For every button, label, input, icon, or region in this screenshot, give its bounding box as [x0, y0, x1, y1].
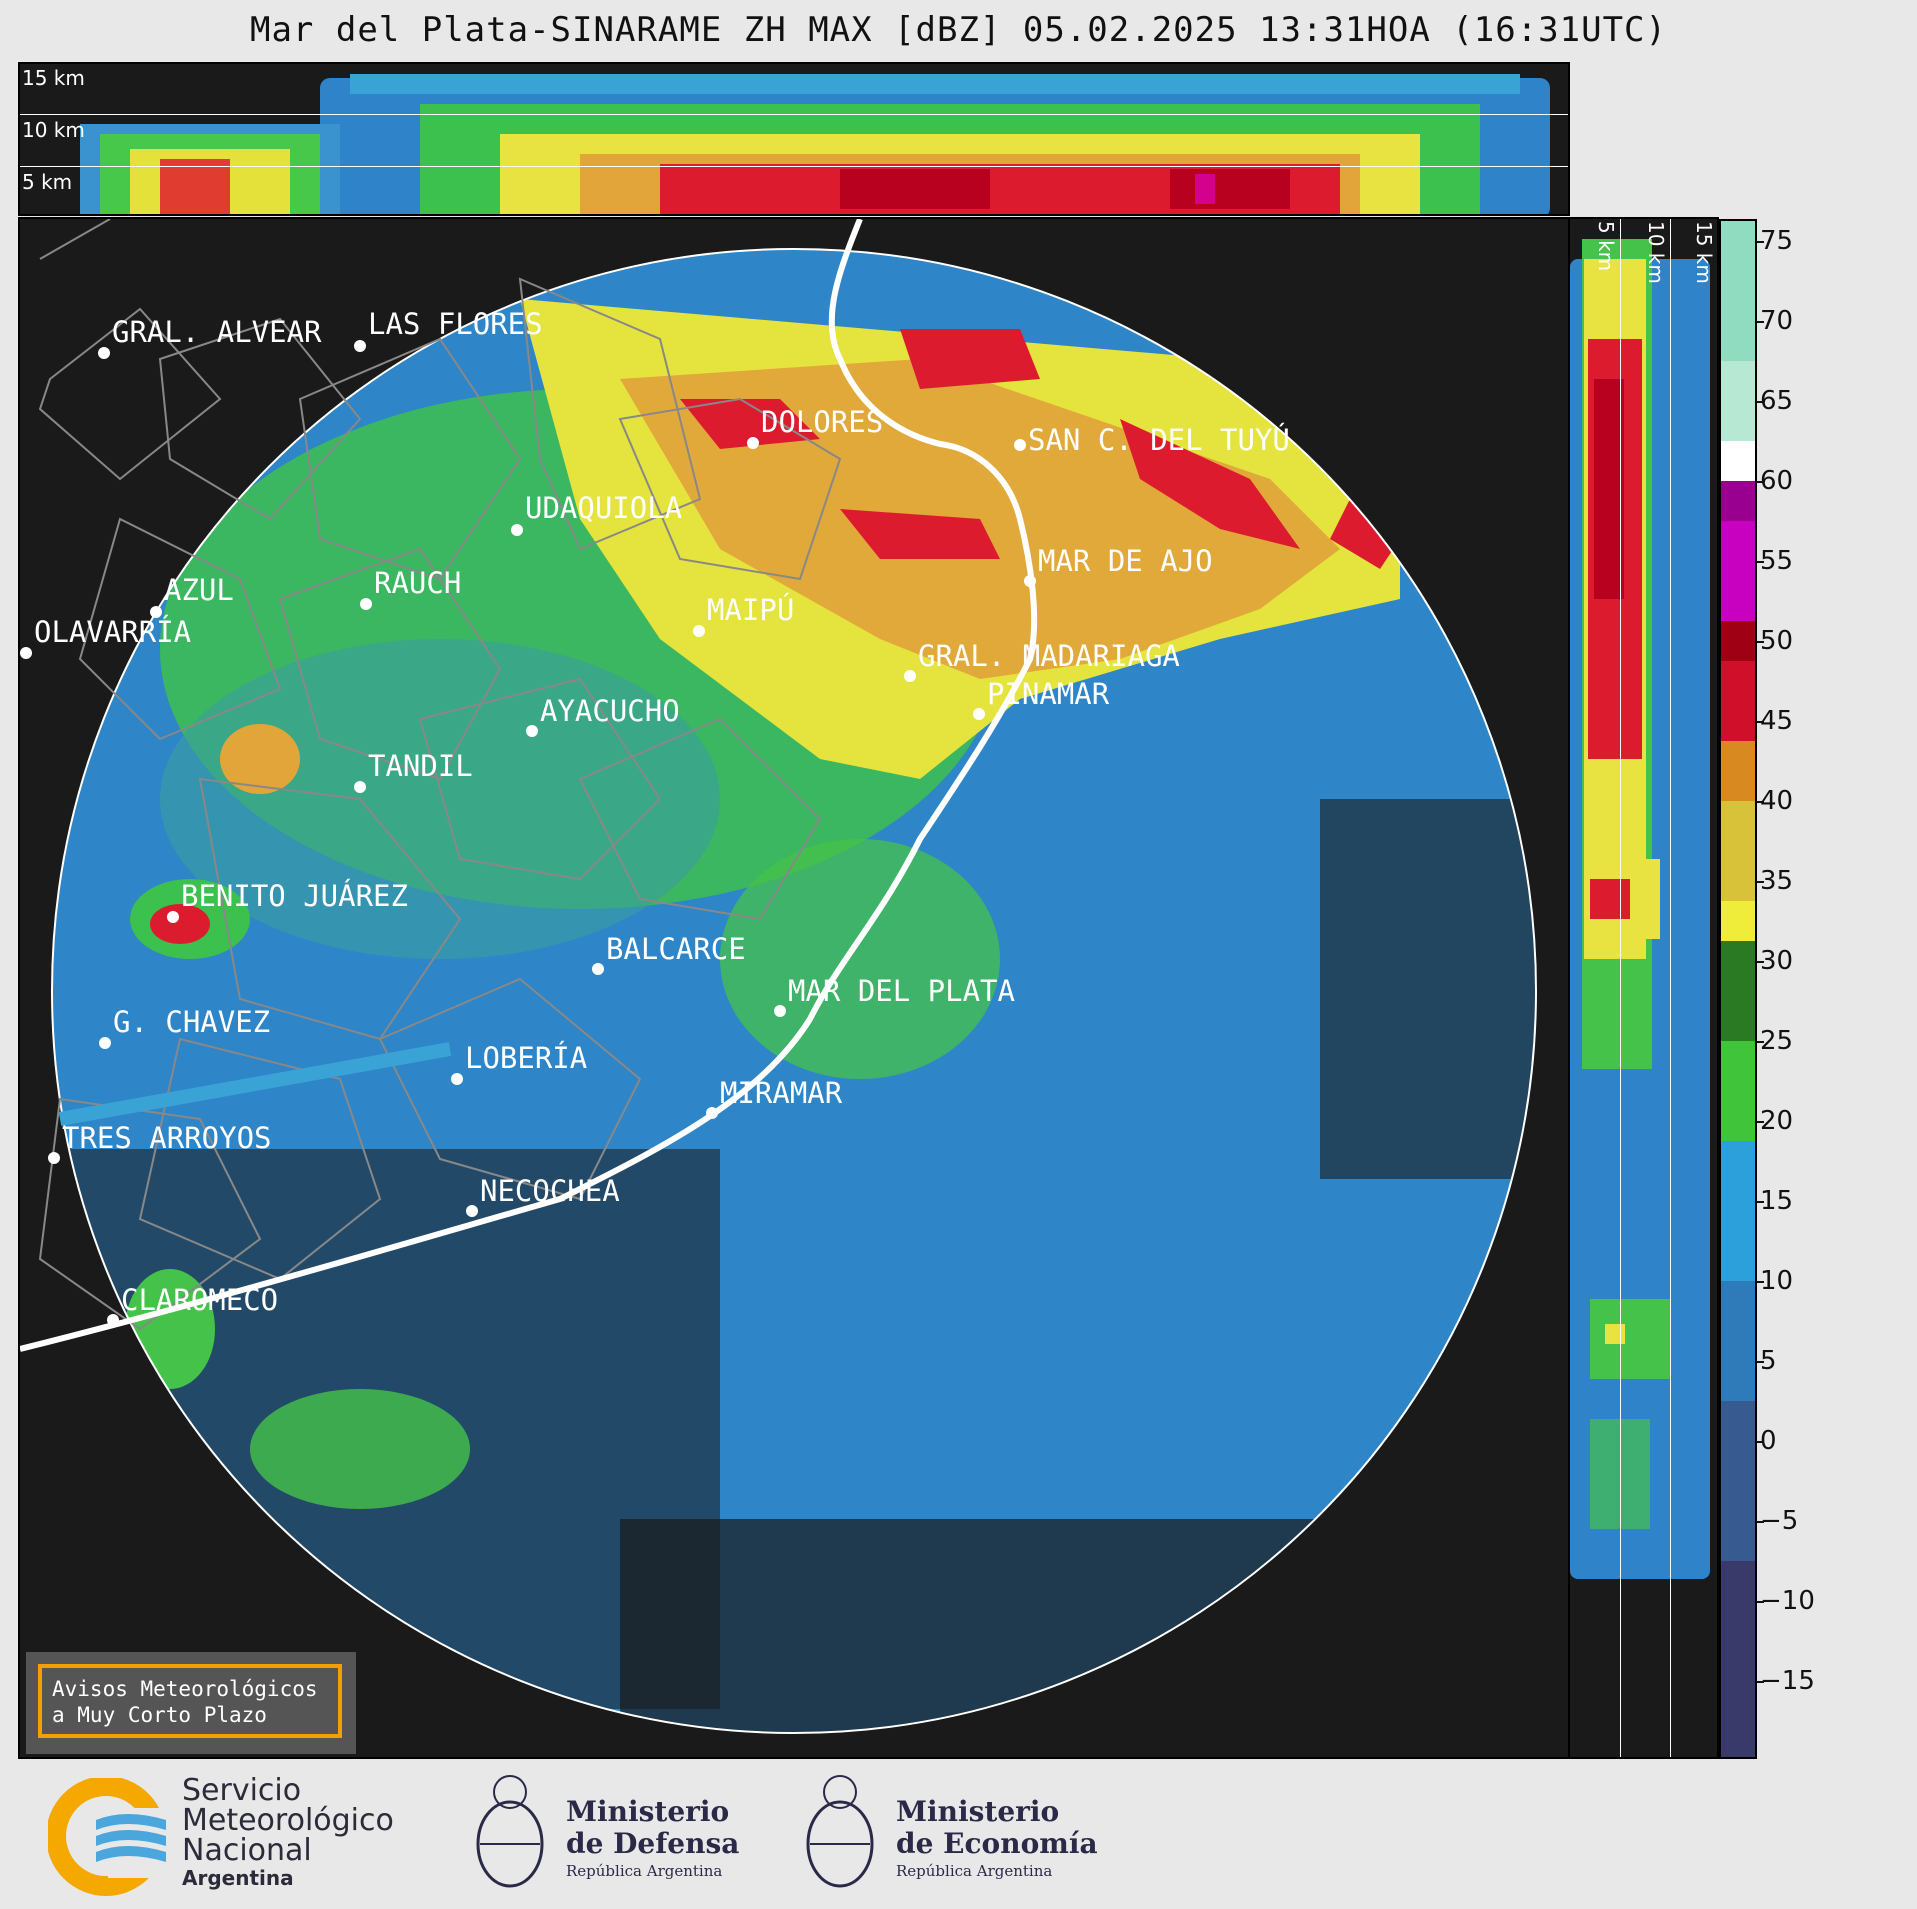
- top-cross-section-echo: [80, 74, 1550, 214]
- city-label: TANDIL: [368, 749, 473, 783]
- coastline: [20, 219, 1038, 1352]
- top-axis-label-10: 10 km: [22, 118, 85, 142]
- economia-line1: Ministerio: [896, 1795, 1060, 1828]
- radial-echo-line: [58, 1042, 452, 1126]
- avisos-line1: Avisos Meteorológicos: [52, 1677, 318, 1701]
- colorbar-tick: −10: [1756, 1586, 1815, 1616]
- colorbar-tick: −5: [1755, 1506, 1799, 1536]
- defensa-line1: Ministerio: [566, 1795, 730, 1828]
- defensa-line2: de Defensa: [566, 1827, 740, 1860]
- city-label: LAS FLORES: [368, 307, 543, 341]
- colorbar-tick: 30: [1755, 946, 1794, 976]
- colorbar-tick: 50: [1755, 626, 1794, 656]
- city-label: MAR DEL PLATA: [788, 974, 1015, 1008]
- city-label: BENITO JUÁREZ: [181, 879, 408, 913]
- side-cross-section-panel: 5 km 10 km 15 km: [1568, 217, 1719, 1759]
- radar-reflectivity-layer: [52, 249, 1536, 1733]
- city-label: GRAL. ALVEAR: [112, 315, 322, 349]
- city-label: DOLORES: [761, 405, 884, 439]
- smn-logo-icon: [48, 1778, 168, 1896]
- argentina-coat-of-arms-icon: [476, 1775, 544, 1888]
- economia-logo-text: Ministerio de Economía República Argenti…: [896, 1796, 1098, 1882]
- page-title: Mar del Plata-SINARAME ZH MAX [dBZ] 05.0…: [249, 10, 1667, 50]
- smn-logo-text: Servicio Meteorológico Nacional Argentin…: [182, 1773, 394, 1891]
- city-label: AYACUCHO: [540, 694, 680, 728]
- top-axis-label-15: 15 km: [22, 66, 85, 90]
- gridline-10km-v: [1670, 219, 1671, 1757]
- gridline-5km-v: [1620, 219, 1621, 1757]
- colorbar-tick: 75: [1755, 226, 1794, 256]
- avisos-line2: a Muy Corto Plazo: [52, 1703, 267, 1727]
- defensa-line3: República Argentina: [566, 1862, 723, 1880]
- city-label: GRAL. MADARIAGA: [918, 639, 1180, 673]
- colorbar-tick: 45: [1755, 706, 1794, 736]
- smn-line3: Nacional: [182, 1833, 312, 1868]
- colorbar-tick: 55: [1755, 546, 1794, 576]
- city-label: RAUCH: [374, 566, 462, 600]
- district-boundaries: [38, 219, 842, 1331]
- smn-line1: Servicio: [182, 1773, 302, 1808]
- city-label: AZUL: [164, 573, 234, 607]
- city-label: CLAROMECO: [121, 1283, 279, 1317]
- avisos-box: Avisos Meteorológicos a Muy Corto Plazo: [26, 1652, 356, 1754]
- side-axis-label-10: 10 km: [1644, 221, 1668, 284]
- city-label: SAN C. DEL TUYÚ: [1028, 423, 1290, 457]
- city-label: MAIPÚ: [707, 593, 795, 627]
- colorbar-tick: 5: [1756, 1346, 1777, 1376]
- city-label: MIRAMAR: [720, 1076, 843, 1110]
- city-label: NECOCHEA: [480, 1174, 620, 1208]
- side-axis-label-15: 15 km: [1692, 221, 1716, 284]
- defensa-logo-text: Ministerio de Defensa República Argentin…: [566, 1796, 739, 1882]
- city-label: OLAVARRÍA: [34, 615, 192, 649]
- top-axis-label-5: 5 km: [22, 170, 73, 194]
- colorbar-tick: 40: [1755, 786, 1794, 816]
- side-axis-label-5: 5 km: [1594, 221, 1618, 272]
- radar-map-panel: GRAL. ALVEAR LAS FLORES DOLORES SAN C. D…: [18, 217, 1570, 1759]
- gridline-10km: [20, 114, 1568, 115]
- colorbar-tick: −15: [1756, 1666, 1815, 1696]
- city-label: BALCARCE: [606, 932, 746, 966]
- city-label: MAR DE AJO: [1038, 544, 1213, 578]
- colorbar-tick: 10: [1755, 1266, 1794, 1296]
- colorbar-tick: 60: [1755, 466, 1794, 496]
- colorbar-tick: 70: [1755, 306, 1794, 336]
- colorbar-gradient: [1721, 221, 1755, 1757]
- dbz-colorbar: [1719, 219, 1757, 1759]
- city-label: LOBERÍA: [465, 1041, 588, 1075]
- economia-line2: de Economía: [896, 1827, 1098, 1860]
- colorbar-tick: 0: [1756, 1426, 1777, 1456]
- range-ring: [51, 248, 1537, 1734]
- radar-map: [20, 219, 1537, 1734]
- colorbar-tick: 25: [1755, 1026, 1794, 1056]
- city-label: UDAQUIOLA: [525, 491, 683, 525]
- smn-line2: Meteorológico: [182, 1803, 394, 1838]
- colorbar-tick: 65: [1755, 386, 1794, 416]
- colorbar-tick: 35: [1755, 866, 1794, 896]
- city-markers: [20, 340, 1036, 1326]
- smn-line4: Argentina: [182, 1866, 294, 1890]
- side-cross-section-echo: [1570, 239, 1710, 1579]
- avisos-frame: Avisos Meteorológicos a Muy Corto Plazo: [38, 1664, 342, 1738]
- city-label: G. CHAVEZ: [113, 1005, 271, 1039]
- city-label: PINAMAR: [987, 677, 1110, 711]
- colorbar-tick: 15: [1755, 1186, 1794, 1216]
- top-cross-section-panel: 15 km 10 km 5 km: [18, 62, 1570, 216]
- argentina-coat-of-arms-icon: [806, 1775, 874, 1888]
- colorbar-tick: 20: [1755, 1106, 1794, 1136]
- city-label: TRES ARROYOS: [62, 1121, 272, 1155]
- gridline-5km: [20, 166, 1568, 167]
- economia-line3: República Argentina: [896, 1862, 1053, 1880]
